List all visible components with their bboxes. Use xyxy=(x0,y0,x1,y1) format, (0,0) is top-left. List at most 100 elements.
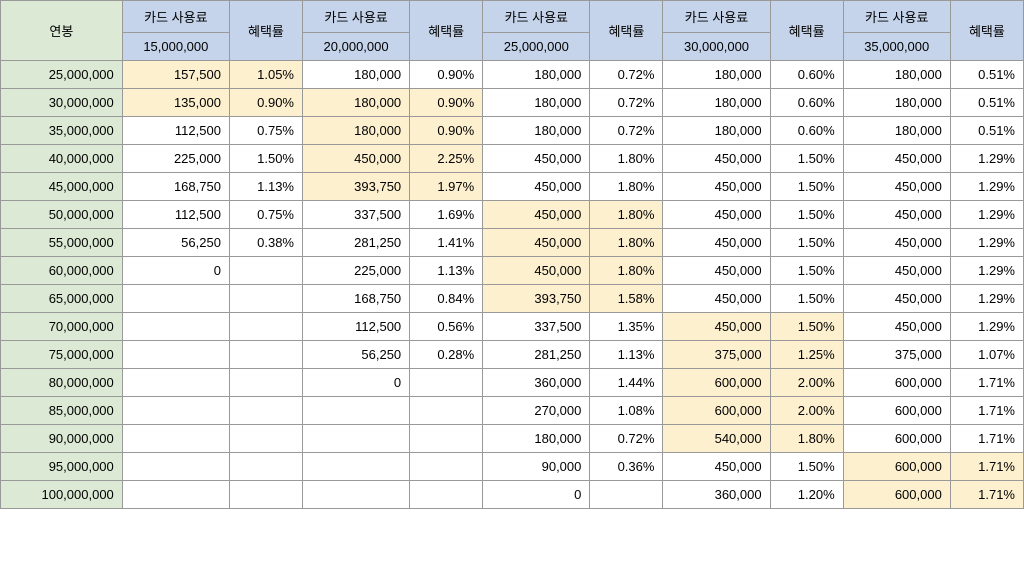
rate-cell: 0.75% xyxy=(229,117,302,145)
value-cell: 112,500 xyxy=(122,201,229,229)
rate-cell: 1.50% xyxy=(770,313,843,341)
rate-cell xyxy=(229,481,302,509)
rate-cell: 1.29% xyxy=(950,201,1023,229)
table-row: 100,000,0000360,0001.20%600,0001.71% xyxy=(1,481,1024,509)
value-cell: 600,000 xyxy=(843,397,950,425)
rate-cell: 0.51% xyxy=(950,89,1023,117)
value-cell: 0 xyxy=(303,369,410,397)
rate-cell: 1.35% xyxy=(590,313,663,341)
value-cell: 450,000 xyxy=(843,229,950,257)
rate-cell: 0.36% xyxy=(590,453,663,481)
value-cell: 360,000 xyxy=(483,369,590,397)
rate-cell: 1.13% xyxy=(410,257,483,285)
header-rate-1: 혜택률 xyxy=(410,1,483,61)
rate-cell xyxy=(410,397,483,425)
rate-cell: 1.50% xyxy=(770,229,843,257)
salary-cell: 85,000,000 xyxy=(1,397,123,425)
salary-cell: 55,000,000 xyxy=(1,229,123,257)
header-amount-4: 35,000,000 xyxy=(843,33,950,61)
rate-cell: 1.41% xyxy=(410,229,483,257)
value-cell: 600,000 xyxy=(663,397,770,425)
header-rate-2: 혜택률 xyxy=(590,1,663,61)
value-cell: 112,500 xyxy=(122,117,229,145)
salary-cell: 25,000,000 xyxy=(1,61,123,89)
value-cell xyxy=(303,397,410,425)
value-cell: 450,000 xyxy=(663,173,770,201)
rate-cell: 0.28% xyxy=(410,341,483,369)
value-cell: 600,000 xyxy=(843,481,950,509)
rate-cell xyxy=(229,285,302,313)
value-cell xyxy=(122,285,229,313)
rate-cell: 1.71% xyxy=(950,397,1023,425)
value-cell: 180,000 xyxy=(303,61,410,89)
value-cell: 450,000 xyxy=(843,145,950,173)
rate-cell xyxy=(410,481,483,509)
rate-cell xyxy=(410,369,483,397)
benefit-rate-table: 연봉 카드 사용료 혜택률 카드 사용료 혜택률 카드 사용료 혜택률 카드 사… xyxy=(0,0,1024,509)
rate-cell: 1.44% xyxy=(590,369,663,397)
value-cell: 600,000 xyxy=(843,425,950,453)
table-row: 60,000,0000225,0001.13%450,0001.80%450,0… xyxy=(1,257,1024,285)
rate-cell: 0.90% xyxy=(410,117,483,145)
rate-cell: 1.29% xyxy=(950,145,1023,173)
header-rate-4: 혜택률 xyxy=(950,1,1023,61)
value-cell: 450,000 xyxy=(663,453,770,481)
value-cell xyxy=(303,425,410,453)
rate-cell: 1.97% xyxy=(410,173,483,201)
rate-cell: 0.84% xyxy=(410,285,483,313)
header-amount-0: 15,000,000 xyxy=(122,33,229,61)
header-usage-4: 카드 사용료 xyxy=(843,1,950,33)
value-cell: 281,250 xyxy=(483,341,590,369)
rate-cell: 0.56% xyxy=(410,313,483,341)
value-cell: 337,500 xyxy=(303,201,410,229)
rate-cell: 0.51% xyxy=(950,117,1023,145)
salary-cell: 60,000,000 xyxy=(1,257,123,285)
rate-cell: 1.50% xyxy=(770,257,843,285)
value-cell: 180,000 xyxy=(483,117,590,145)
value-cell: 157,500 xyxy=(122,61,229,89)
value-cell: 540,000 xyxy=(663,425,770,453)
table-row: 25,000,000157,5001.05%180,0000.90%180,00… xyxy=(1,61,1024,89)
value-cell: 393,750 xyxy=(483,285,590,313)
rate-cell: 0.72% xyxy=(590,425,663,453)
value-cell: 450,000 xyxy=(843,257,950,285)
rate-cell: 1.07% xyxy=(950,341,1023,369)
header-usage-1: 카드 사용료 xyxy=(303,1,410,33)
value-cell: 450,000 xyxy=(483,229,590,257)
value-cell: 0 xyxy=(483,481,590,509)
value-cell: 56,250 xyxy=(122,229,229,257)
header-amount-3: 30,000,000 xyxy=(663,33,770,61)
value-cell: 180,000 xyxy=(483,61,590,89)
value-cell: 180,000 xyxy=(663,117,770,145)
rate-cell: 1.71% xyxy=(950,481,1023,509)
rate-cell: 1.71% xyxy=(950,369,1023,397)
table-row: 45,000,000168,7501.13%393,7501.97%450,00… xyxy=(1,173,1024,201)
value-cell: 450,000 xyxy=(843,285,950,313)
value-cell: 112,500 xyxy=(303,313,410,341)
value-cell: 180,000 xyxy=(483,425,590,453)
rate-cell: 2.25% xyxy=(410,145,483,173)
header-usage-2: 카드 사용료 xyxy=(483,1,590,33)
value-cell xyxy=(303,453,410,481)
salary-cell: 95,000,000 xyxy=(1,453,123,481)
value-cell: 375,000 xyxy=(663,341,770,369)
rate-cell: 1.05% xyxy=(229,61,302,89)
table-row: 95,000,00090,0000.36%450,0001.50%600,000… xyxy=(1,453,1024,481)
rate-cell: 1.13% xyxy=(229,173,302,201)
value-cell: 450,000 xyxy=(663,201,770,229)
rate-cell xyxy=(229,369,302,397)
value-cell xyxy=(122,481,229,509)
rate-cell: 2.00% xyxy=(770,369,843,397)
header-rate-3: 혜택률 xyxy=(770,1,843,61)
rate-cell: 1.58% xyxy=(590,285,663,313)
rate-cell: 2.00% xyxy=(770,397,843,425)
rate-cell: 1.80% xyxy=(590,145,663,173)
rate-cell: 0.72% xyxy=(590,89,663,117)
table-row: 90,000,000180,0000.72%540,0001.80%600,00… xyxy=(1,425,1024,453)
value-cell: 450,000 xyxy=(303,145,410,173)
rate-cell: 1.29% xyxy=(950,173,1023,201)
rate-cell: 1.08% xyxy=(590,397,663,425)
value-cell: 281,250 xyxy=(303,229,410,257)
rate-cell: 1.80% xyxy=(590,173,663,201)
value-cell: 450,000 xyxy=(663,257,770,285)
